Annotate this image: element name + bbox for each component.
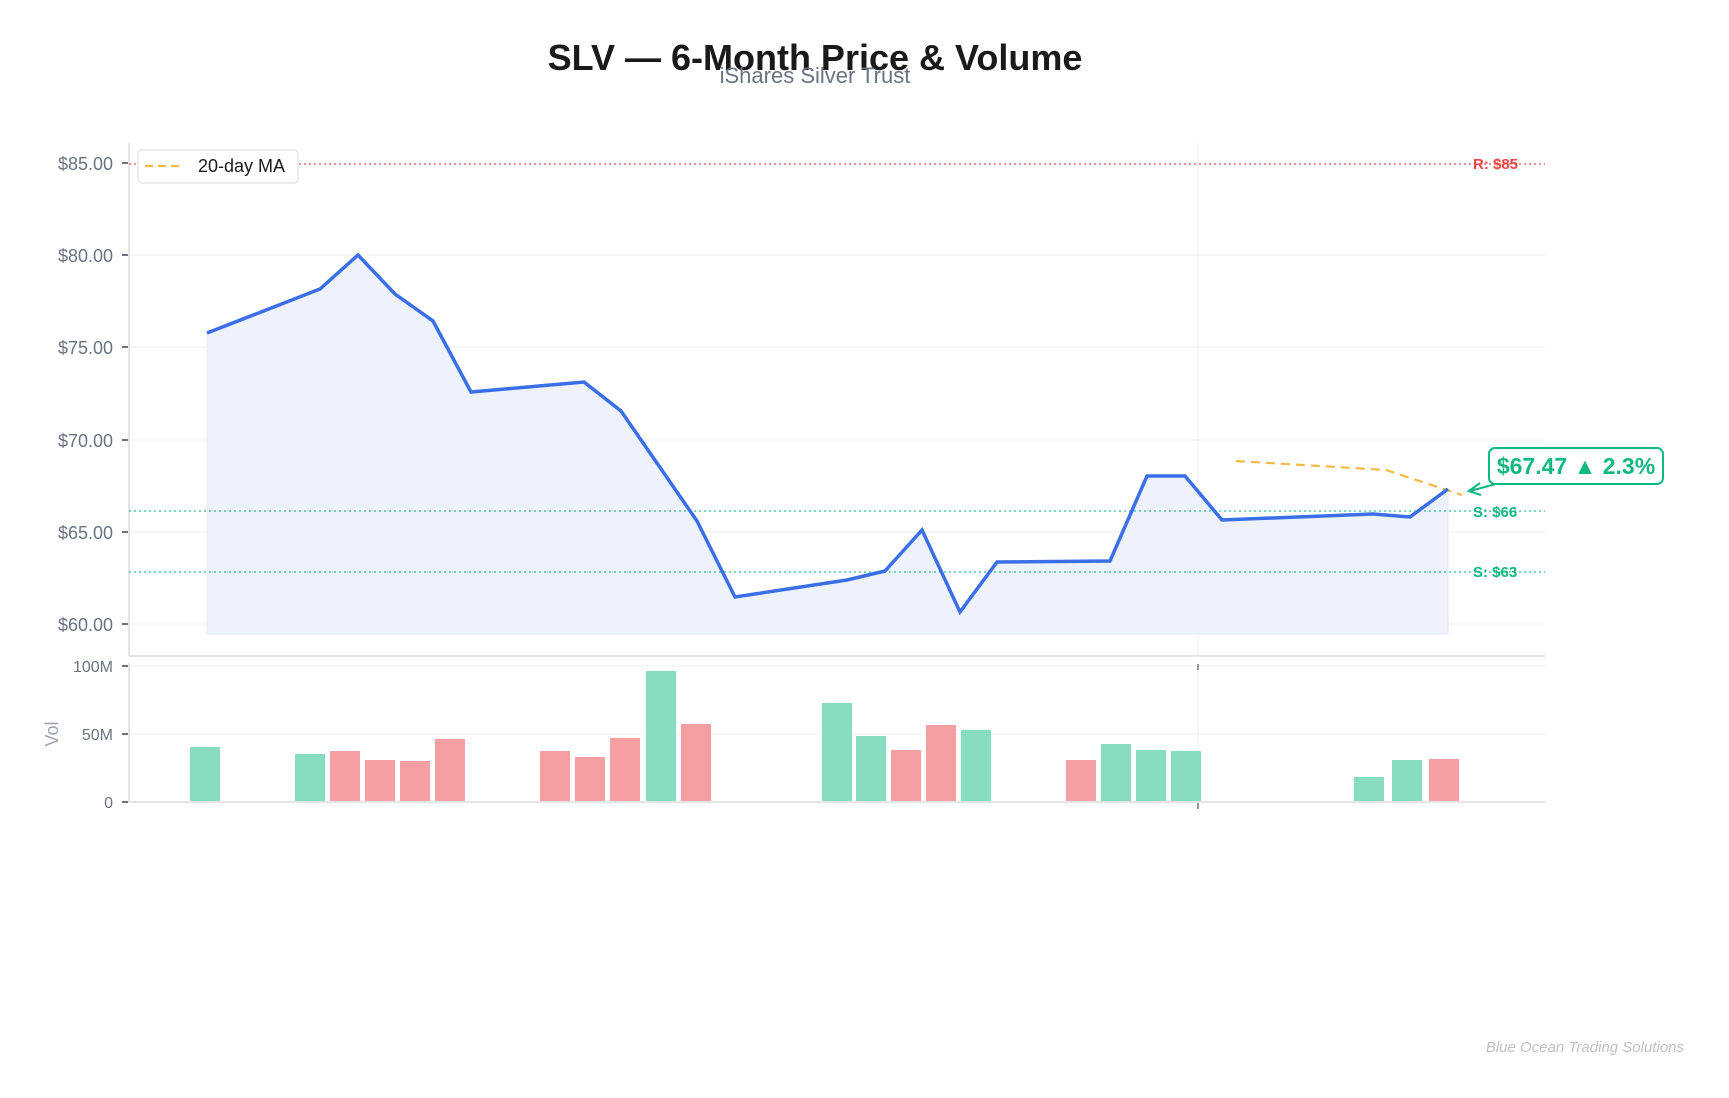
footer-credit: Blue Ocean Trading Solutions [1486,1039,1685,1056]
volume-bar [1136,750,1166,801]
legend: 20-day MA [137,149,299,184]
volume-y-ticks: 100M 50M 0 [73,659,128,812]
volume-bar [961,730,991,801]
volume-bar [1066,760,1096,801]
volume-axis-label: Vol [42,721,62,746]
resistance-label: R: $85 [1473,156,1518,173]
volume-bar [926,725,956,801]
volume-tick-label: 0 [104,795,113,812]
price-tick-label: $85.00 [58,154,113,174]
price-tick-label: $60.00 [58,615,113,635]
volume-bar [1354,777,1384,801]
volume-bar [822,703,852,801]
price-tick-label: $80.00 [58,246,113,266]
volume-tick-label: 50M [82,727,113,744]
price-area-fill [206,254,1449,635]
volume-bar [540,751,570,801]
volume-bar [435,739,465,801]
volume-bar [400,761,430,801]
price-tick-label: $65.00 [58,523,113,543]
volume-bars [190,671,1459,801]
volume-bar [891,750,921,801]
price-line [206,252,1450,616]
volume-bar [1101,744,1131,801]
volume-bar [575,757,605,801]
volume-bar [646,671,676,801]
volume-bar [1171,751,1201,801]
callout-text: $67.47 ▲ 2.3% [1497,453,1655,479]
volume-bar [295,754,325,801]
volume-bar [856,736,886,801]
price-y-ticks: $85.00 $80.00 $75.00 $70.00 $65.00 $60.0… [58,154,128,635]
volume-tick-label: 100M [73,659,113,676]
legend-ma-label: 20-day MA [198,156,285,176]
volume-bar [330,751,360,801]
last-price-callout: $67.47 ▲ 2.3% [1466,447,1664,497]
volume-bar [681,724,711,801]
volume-bar [190,747,220,801]
price-tick-label: $70.00 [58,431,113,451]
support-label-63: S: $63 [1473,564,1517,581]
volume-bar [365,760,395,801]
volume-bar [1392,760,1422,801]
ma-line [1235,459,1463,497]
support-label-66: S: $66 [1473,504,1517,521]
price-tick-label: $75.00 [58,338,113,358]
volume-bar [1429,759,1459,801]
chart-title: SLV — 6-Month Price & Volume [548,37,1083,78]
volume-bar [610,738,640,801]
chart-subtitle: iShares Silver Trust [720,63,911,88]
